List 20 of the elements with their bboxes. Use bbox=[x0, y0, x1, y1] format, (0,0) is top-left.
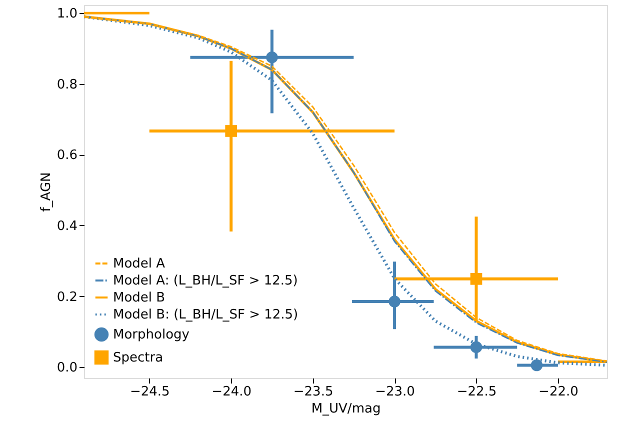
x-tick-label: −24.0 bbox=[212, 384, 252, 400]
x-tick-label: −23.5 bbox=[293, 384, 334, 400]
x-tick-label: −22.5 bbox=[456, 384, 497, 400]
legend-label: Model A: (L_BH/L_SF > 12.5) bbox=[113, 274, 298, 288]
y-tick-label: 0.0 bbox=[56, 360, 78, 376]
y-axis-title: f_AGN bbox=[38, 172, 54, 212]
legend-label: Spectra bbox=[113, 350, 164, 366]
y-tick-label: 1.0 bbox=[56, 6, 78, 22]
legend-label: Model B: (L_BH/L_SF > 12.5) bbox=[113, 308, 298, 322]
x-tick-label: −23.0 bbox=[375, 384, 415, 400]
legend-label: Morphology bbox=[113, 328, 190, 342]
y-tick-label: 0.8 bbox=[56, 77, 78, 92]
x-tick-label: −24.5 bbox=[130, 384, 170, 400]
legend-label: Model B bbox=[113, 290, 166, 306]
x-axis-title: M_UV/mag bbox=[311, 402, 381, 416]
legend-label: Model A bbox=[113, 256, 166, 272]
y-tick-label: 0.4 bbox=[56, 218, 78, 234]
y-tick-label: 0.6 bbox=[56, 148, 78, 164]
x-tick-label: −22.0 bbox=[538, 384, 578, 400]
y-tick-label: 0.2 bbox=[56, 290, 78, 305]
